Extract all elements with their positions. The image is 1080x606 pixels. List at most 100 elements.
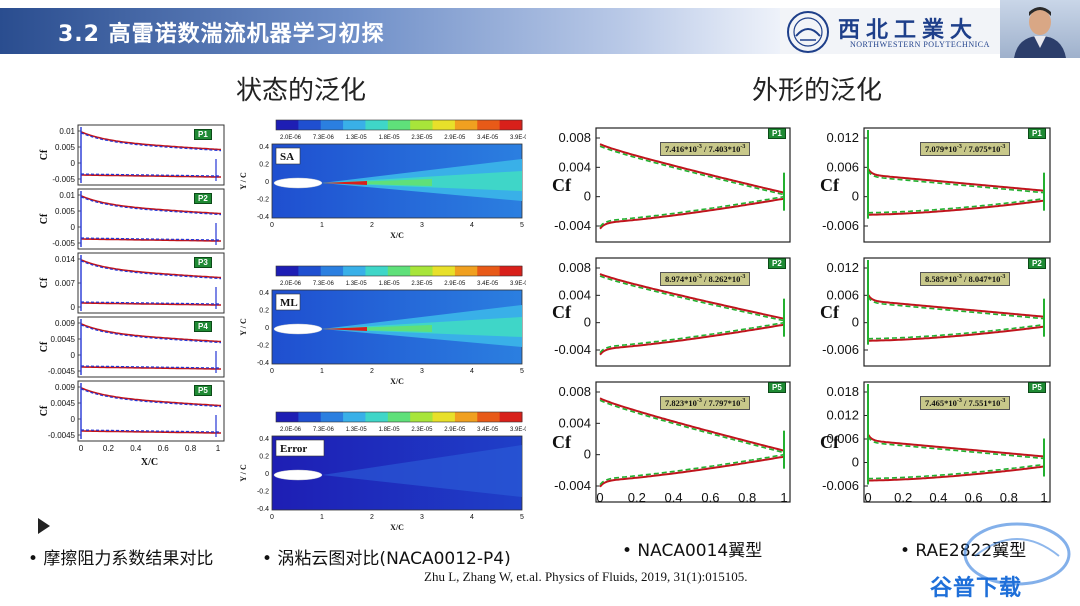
y-tick-label: 0.004: [558, 287, 591, 302]
ratio-value-b: 8.262*10: [708, 274, 741, 284]
y-tick-label: 0.007: [55, 279, 76, 288]
colorbar-tick-label: 7.3E-06: [313, 427, 335, 433]
cf-upper-reference-line: [599, 273, 785, 320]
y-tick-label: 0.2: [259, 308, 269, 315]
x-tick-label: 1: [780, 490, 787, 505]
x-tick-label: 0.4: [665, 490, 683, 505]
ratio-exponent: -3: [1000, 274, 1006, 281]
ratio-separator: /: [701, 144, 709, 154]
cf-upper-ml-line: [599, 399, 785, 454]
drag-ratio-box: 7.823*10-3 / 7.797*10-3: [660, 396, 751, 410]
colorbar-tick-label: 2.0E-06: [280, 427, 302, 433]
y-axis-label: Cf: [552, 432, 572, 452]
x-tick-label: 1: [216, 444, 221, 453]
y-tick-label: 0.008: [558, 260, 591, 275]
y-tick-label: 0: [852, 189, 859, 204]
cf-upper-ml-line: [867, 170, 1045, 194]
cf-lower-reference-line: [81, 174, 221, 178]
y-axis-label: Cf: [820, 175, 840, 195]
y-axis-label: Cf: [820, 432, 840, 452]
y-tick-label: -0.0045: [48, 367, 76, 376]
caption-naca0014: • NACA0014翼型: [622, 541, 763, 561]
ratio-exponent: -3: [956, 274, 962, 281]
ratio-separator: /: [701, 274, 709, 284]
contour-label: SA: [280, 151, 294, 163]
ratio-value-a: 7.465*10: [925, 398, 957, 408]
y-tick-label: 0.012: [826, 408, 859, 423]
play-icon[interactable]: [38, 518, 50, 534]
drag-ratio-box: 7.416*10-3 / 7.403*10-3: [660, 142, 751, 156]
y-tick-label: 0.01: [59, 191, 75, 200]
cf-lower-ml-line: [599, 453, 785, 486]
university-logo-text: 西北工業大: [838, 17, 979, 43]
colorbar-cell: [320, 412, 344, 422]
contour-panel-ml: 2.0E-06 7.3E-06 1.3E-05 1.8E-05 2.3E-05 2.9E-…: [239, 265, 526, 386]
university-logo-subtitle: NORTHWESTERN POLYTECHNICA: [850, 40, 990, 49]
y-tick-label: 0.014: [55, 255, 76, 264]
cf-lower-reference-line: [868, 199, 1045, 216]
y-tick-label: 0.4: [259, 290, 269, 297]
colorbar-cell: [276, 266, 299, 276]
contour-panel-error: 2.0E-06 7.3E-06 1.3E-05 1.8E-05 2.3E-05 2.9E-…: [239, 411, 526, 532]
colorbar-cell: [320, 120, 344, 130]
cf-lower-reference-line: [81, 430, 221, 434]
ratio-exponent: -3: [740, 274, 746, 281]
slide-header: 3.2 高雷诺数湍流机器学习初探 西北工業大 NORTHWESTERN POLY…: [0, 0, 1080, 62]
colorbar-tick-label: 1.8E-05: [379, 135, 401, 141]
y-tick-label: 0.008: [558, 384, 591, 399]
colorbar-tick-label: 2.3E-05: [411, 427, 433, 433]
ratio-exponent: -3: [740, 398, 746, 405]
airfoil-shape: [273, 469, 323, 481]
case-tag-p2: P2: [768, 258, 786, 269]
ratio-value-a: 7.416*10: [665, 144, 697, 154]
y-tick-label: 0: [265, 471, 269, 478]
y-tick-label: 0: [71, 159, 76, 168]
y-tick-label: -0.4: [257, 360, 269, 367]
colorbar-tick-label: 3.9E-05: [510, 281, 526, 287]
airfoil-shape: [273, 323, 323, 335]
y-tick-label: 0.0045: [51, 335, 76, 344]
case-tag-p5: P5: [768, 382, 786, 393]
colorbar-cell: [343, 412, 366, 422]
y-tick-label: 0: [71, 223, 76, 232]
wake-peak: [322, 327, 367, 331]
university-seal-icon: [787, 11, 829, 53]
ratio-value-b: 8.047*10: [968, 274, 1001, 284]
cf-lower-ml-line: [868, 323, 1045, 340]
cf-lower-reference-line: [599, 455, 785, 488]
colorbar-cell: [343, 266, 366, 276]
contour-label-box: [275, 293, 301, 311]
x-tick-label: 0: [270, 368, 274, 375]
x-axis-label: X/C: [390, 377, 404, 386]
airfoil-shape: [273, 177, 323, 189]
y-tick-label: 0: [584, 315, 591, 330]
y-tick-label: 0: [71, 351, 76, 360]
y-tick-label: 0.008: [558, 130, 591, 145]
x-tick-label: 0: [864, 490, 871, 505]
colorbar-cell: [454, 412, 478, 422]
y-tick-label: 0: [265, 179, 269, 186]
slide-title: 3.2 高雷诺数湍流机器学习初探: [58, 22, 385, 47]
cf-lower-reference-line: [599, 323, 785, 356]
colorbar-cell: [298, 120, 322, 130]
colorbar-cell: [410, 120, 434, 130]
y-tick-label: 0.004: [558, 159, 591, 174]
colorbar-cell: [410, 266, 434, 276]
case-tag-p4: P4: [194, 321, 212, 332]
colorbar-cell: [320, 266, 344, 276]
colorbar-tick-label: 2.0E-06: [280, 135, 302, 141]
y-tick-label: -0.005: [52, 239, 75, 248]
colorbar-cell: [298, 412, 322, 422]
x-tick-label: 5: [520, 222, 524, 229]
colorbar-cell: [387, 412, 411, 422]
x-tick-label: 0.2: [628, 490, 646, 505]
watermark-seal-icon: [963, 522, 1071, 586]
ratio-exponent: -3: [956, 398, 962, 405]
ratio-exponent: -3: [740, 144, 746, 151]
y-tick-label: 0: [852, 455, 859, 470]
section-title-shape: 外形的泛化: [752, 76, 883, 106]
y-axis-label: Y / C: [239, 318, 248, 336]
y-tick-label: 0: [584, 189, 591, 204]
y-tick-label: 0.2: [259, 454, 269, 461]
ratio-exponent: -3: [696, 144, 702, 151]
